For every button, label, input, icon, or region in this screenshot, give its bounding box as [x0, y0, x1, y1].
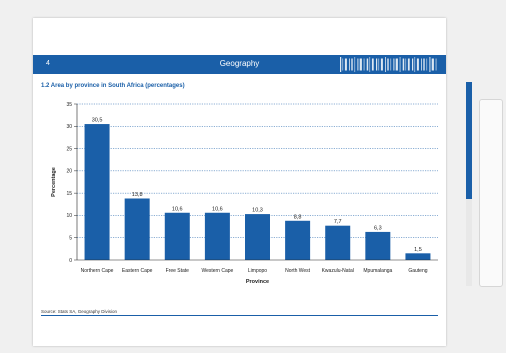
barcode-logo	[340, 57, 437, 72]
data-label: 10,6	[212, 206, 223, 212]
x-tick-label: North West	[285, 268, 311, 274]
data-label: 13,8	[132, 192, 143, 198]
bar-mpumalanga	[365, 231, 391, 260]
y-tick-label: 30	[66, 124, 72, 130]
x-tick-label: Kwazulu-Natal	[322, 268, 354, 274]
barcode-stroke	[421, 58, 422, 71]
barcode-stroke	[351, 58, 353, 71]
y-axis-title: Percentage	[51, 167, 57, 197]
bars	[84, 124, 431, 260]
barcode-stroke	[423, 58, 425, 71]
x-axis-ticks: Northern Cape Eastern Cape Free State Weste…	[81, 268, 428, 274]
barcode-stroke	[366, 58, 369, 71]
barcode-stroke	[340, 57, 342, 72]
barcode-stroke	[380, 58, 383, 71]
bar-chart: 0 5 10 15 20 25 30 35 30,5 13,8 10,6 10,6 10,3 8,8 7,…	[51, 102, 438, 285]
source-note: Source: Stats SA, Geography Division	[41, 309, 118, 314]
x-tick-label: Western Cape	[201, 268, 233, 274]
barcode-stroke	[393, 58, 395, 71]
barcode-stroke	[405, 58, 407, 71]
barcode-stroke	[359, 58, 362, 71]
data-label: 6,3	[374, 225, 382, 231]
barcode-stroke	[378, 58, 380, 71]
chart-title: 1.2 Area by province in South Africa (pe…	[41, 83, 185, 89]
bar-north-west	[285, 220, 311, 260]
page-header: 4 Geography	[33, 55, 446, 74]
y-tick-label: 20	[66, 169, 72, 175]
barcode-stroke	[369, 57, 371, 72]
bar-eastern-cape	[124, 198, 150, 260]
y-tick-label: 0	[69, 258, 72, 264]
bar-kwazulu-natal	[325, 225, 351, 260]
y-tick-label: 35	[66, 102, 72, 108]
y-tick-label: 5	[69, 236, 72, 242]
barcode-stroke	[385, 57, 386, 72]
y-axis-ticks: 0 5 10 15 20 25 30 35	[66, 102, 77, 264]
bar-limpopo	[245, 214, 270, 260]
barcode-stroke	[354, 57, 356, 72]
barcode-stroke	[387, 58, 389, 71]
bar-northern-cape	[84, 124, 110, 260]
data-label: 1,5	[414, 247, 422, 253]
x-tick-label: Mpumalanga	[363, 268, 392, 274]
page-number: 4	[46, 60, 50, 67]
barcode-stroke	[363, 58, 365, 71]
data-label: 10,3	[252, 208, 263, 214]
header-title: Geography	[219, 59, 260, 68]
barcode-stroke	[349, 58, 350, 71]
barcode-stroke	[407, 58, 410, 71]
barcode-stroke	[344, 58, 347, 71]
y-tick-label: 10	[66, 213, 72, 219]
x-tick-label: Northern Cape	[81, 268, 114, 274]
side-panel	[479, 99, 503, 287]
barcode-stroke	[390, 58, 392, 71]
barcode-stroke	[414, 57, 416, 72]
y-tick-label: 25	[66, 146, 72, 152]
x-axis-title: Province	[246, 279, 269, 285]
barcode-stroke	[357, 58, 359, 71]
data-label: 10,6	[172, 206, 183, 212]
data-label: 7,7	[334, 219, 342, 225]
barcode-stroke	[416, 58, 419, 71]
source-divider	[41, 315, 438, 316]
barcode-stroke	[426, 58, 428, 71]
barcode-stroke	[399, 57, 401, 72]
barcode-stroke	[412, 58, 414, 71]
barcode-stroke	[342, 58, 344, 71]
barcode-stroke	[429, 57, 431, 72]
bar-free-state	[164, 212, 190, 260]
y-tick-label: 15	[66, 191, 72, 197]
barcode-stroke	[435, 58, 437, 71]
x-tick-label: Free State	[166, 268, 190, 274]
barcode-stroke	[395, 58, 398, 71]
bar-western-cape	[204, 212, 230, 260]
scrollbar-thumb[interactable]	[466, 82, 472, 199]
report-page: 4 Geography 1.2 Area by province in Sout…	[33, 18, 446, 346]
x-tick-label: Limpopo	[248, 268, 267, 274]
x-tick-label: Gauteng	[408, 268, 427, 274]
data-label: 8,8	[294, 214, 302, 220]
barcode-stroke	[431, 58, 434, 71]
x-tick-label: Eastern Cape	[122, 268, 153, 274]
barcode-stroke	[376, 58, 378, 71]
data-label: 30,5	[92, 118, 103, 124]
bar-gauteng	[405, 253, 431, 260]
barcode-stroke	[371, 58, 374, 71]
value-labels: 30,5 13,8 10,6 10,6 10,3 8,8 7,7 6,3 1,5	[92, 118, 422, 253]
barcode-stroke	[402, 58, 405, 71]
